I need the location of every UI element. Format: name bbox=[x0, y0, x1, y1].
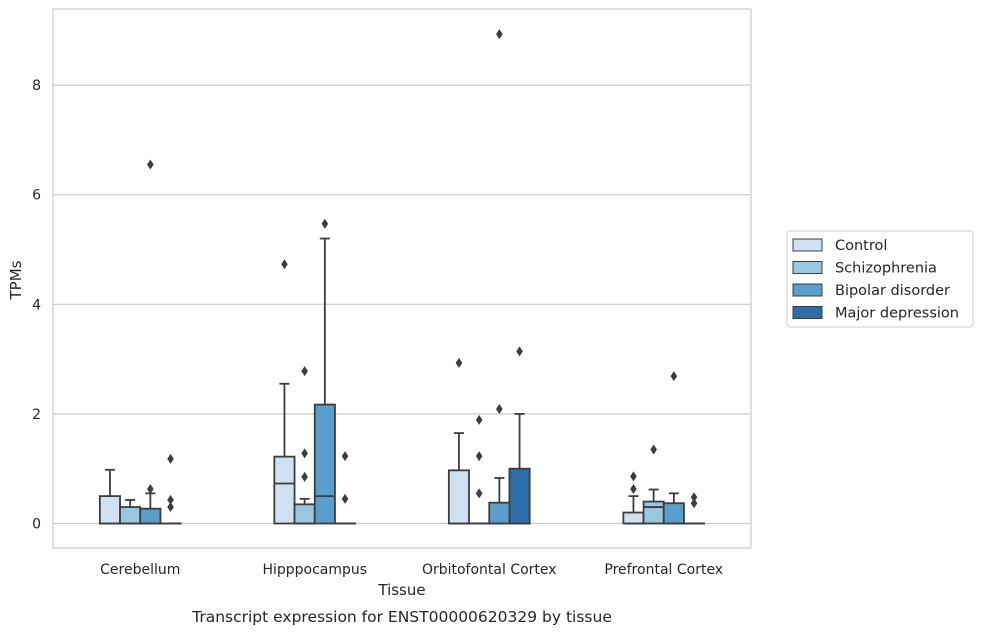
legend-label: Major depression bbox=[835, 306, 959, 322]
box-layer bbox=[98, 29, 706, 525]
box-bipolar-disorder bbox=[488, 29, 511, 525]
grid-lines bbox=[53, 84, 751, 525]
outlier-point bbox=[690, 498, 698, 509]
outlier-point bbox=[475, 451, 483, 462]
legend-swatch bbox=[792, 306, 823, 319]
legend-swatch bbox=[792, 261, 823, 274]
outlier-point bbox=[670, 371, 678, 382]
legend-label: Schizophrenia bbox=[835, 261, 937, 277]
x-axis-label: Tissue bbox=[377, 581, 425, 599]
outlier-point bbox=[341, 451, 349, 462]
outlier-point bbox=[475, 414, 483, 425]
x-tick-label: Orbitofontal Cortex bbox=[422, 562, 557, 578]
box-body bbox=[293, 503, 316, 525]
legend-swatch bbox=[792, 283, 823, 297]
outlier-point bbox=[167, 453, 174, 464]
box-major-depression bbox=[334, 451, 357, 525]
box-body bbox=[119, 506, 142, 525]
legend: Control Schizophrenia Bipolar disorder Majo… bbox=[786, 230, 974, 328]
outlier-point bbox=[281, 259, 288, 270]
box-body bbox=[488, 501, 511, 525]
box-body bbox=[98, 495, 121, 525]
box-bipolar-disorder bbox=[139, 159, 162, 525]
y-tick-label: 8 bbox=[32, 78, 41, 94]
y-tick-label: 2 bbox=[32, 407, 41, 423]
box-control bbox=[98, 468, 121, 525]
box-body bbox=[139, 507, 162, 525]
outlier-point bbox=[690, 492, 698, 503]
outlier-point bbox=[301, 366, 308, 377]
y-tick-label: 4 bbox=[32, 297, 41, 313]
box-bipolar-disorder bbox=[313, 218, 336, 525]
outlier-point bbox=[341, 493, 349, 504]
outlier-point bbox=[301, 471, 308, 482]
box-major-depression bbox=[683, 492, 706, 525]
x-tick-labels: Cerebellum Hipppocampus Orbitofontal Corte… bbox=[100, 562, 723, 578]
x-tick-label: Prefrontal Cortex bbox=[604, 562, 723, 578]
box-major-depression bbox=[159, 453, 182, 525]
outlier-point bbox=[321, 218, 329, 229]
legend-frame bbox=[786, 230, 974, 328]
box-body bbox=[508, 467, 531, 525]
outlier-point bbox=[167, 502, 174, 513]
chart-caption: Transcript expression for ENST0000062032… bbox=[191, 608, 612, 626]
outlier-point bbox=[475, 488, 483, 499]
box-major-depression bbox=[508, 346, 531, 525]
box-body bbox=[622, 511, 645, 525]
outlier-point bbox=[516, 346, 523, 357]
box-body bbox=[662, 502, 685, 525]
outlier-point bbox=[496, 29, 503, 40]
y-tick-label: 6 bbox=[32, 188, 41, 204]
box-control bbox=[622, 471, 645, 525]
x-tick-label: Cerebellum bbox=[100, 562, 180, 578]
legend-swatch bbox=[792, 238, 823, 252]
outlier-point bbox=[147, 483, 154, 494]
plot-frame bbox=[52, 8, 752, 549]
box-bipolar-disorder bbox=[662, 371, 685, 525]
x-tick-label: Hipppocampus bbox=[262, 562, 367, 578]
box-control bbox=[447, 357, 470, 525]
outlier-point bbox=[630, 471, 637, 482]
legend-label: Control bbox=[835, 238, 887, 254]
outlier-point bbox=[301, 448, 308, 459]
box-body bbox=[313, 403, 336, 525]
box-schizophrenia bbox=[468, 414, 491, 525]
y-axis-label: TPMs bbox=[7, 260, 25, 300]
box-body bbox=[273, 455, 296, 525]
outlier-point bbox=[630, 483, 637, 494]
legend-label: Bipolar disorder bbox=[835, 283, 950, 299]
outlier-point bbox=[167, 494, 174, 505]
box-body bbox=[642, 500, 665, 525]
outlier-point bbox=[496, 403, 503, 414]
outlier-point bbox=[650, 444, 657, 455]
y-tick-labels: 0 2 4 6 8 bbox=[32, 78, 41, 532]
box-body bbox=[447, 469, 470, 525]
box-schizophrenia bbox=[642, 444, 665, 525]
box-control bbox=[273, 259, 296, 525]
y-tick-label: 0 bbox=[32, 517, 41, 533]
outlier-point bbox=[147, 159, 154, 170]
box-schizophrenia bbox=[119, 499, 142, 525]
outlier-point bbox=[455, 357, 463, 368]
box-schizophrenia bbox=[293, 366, 316, 525]
